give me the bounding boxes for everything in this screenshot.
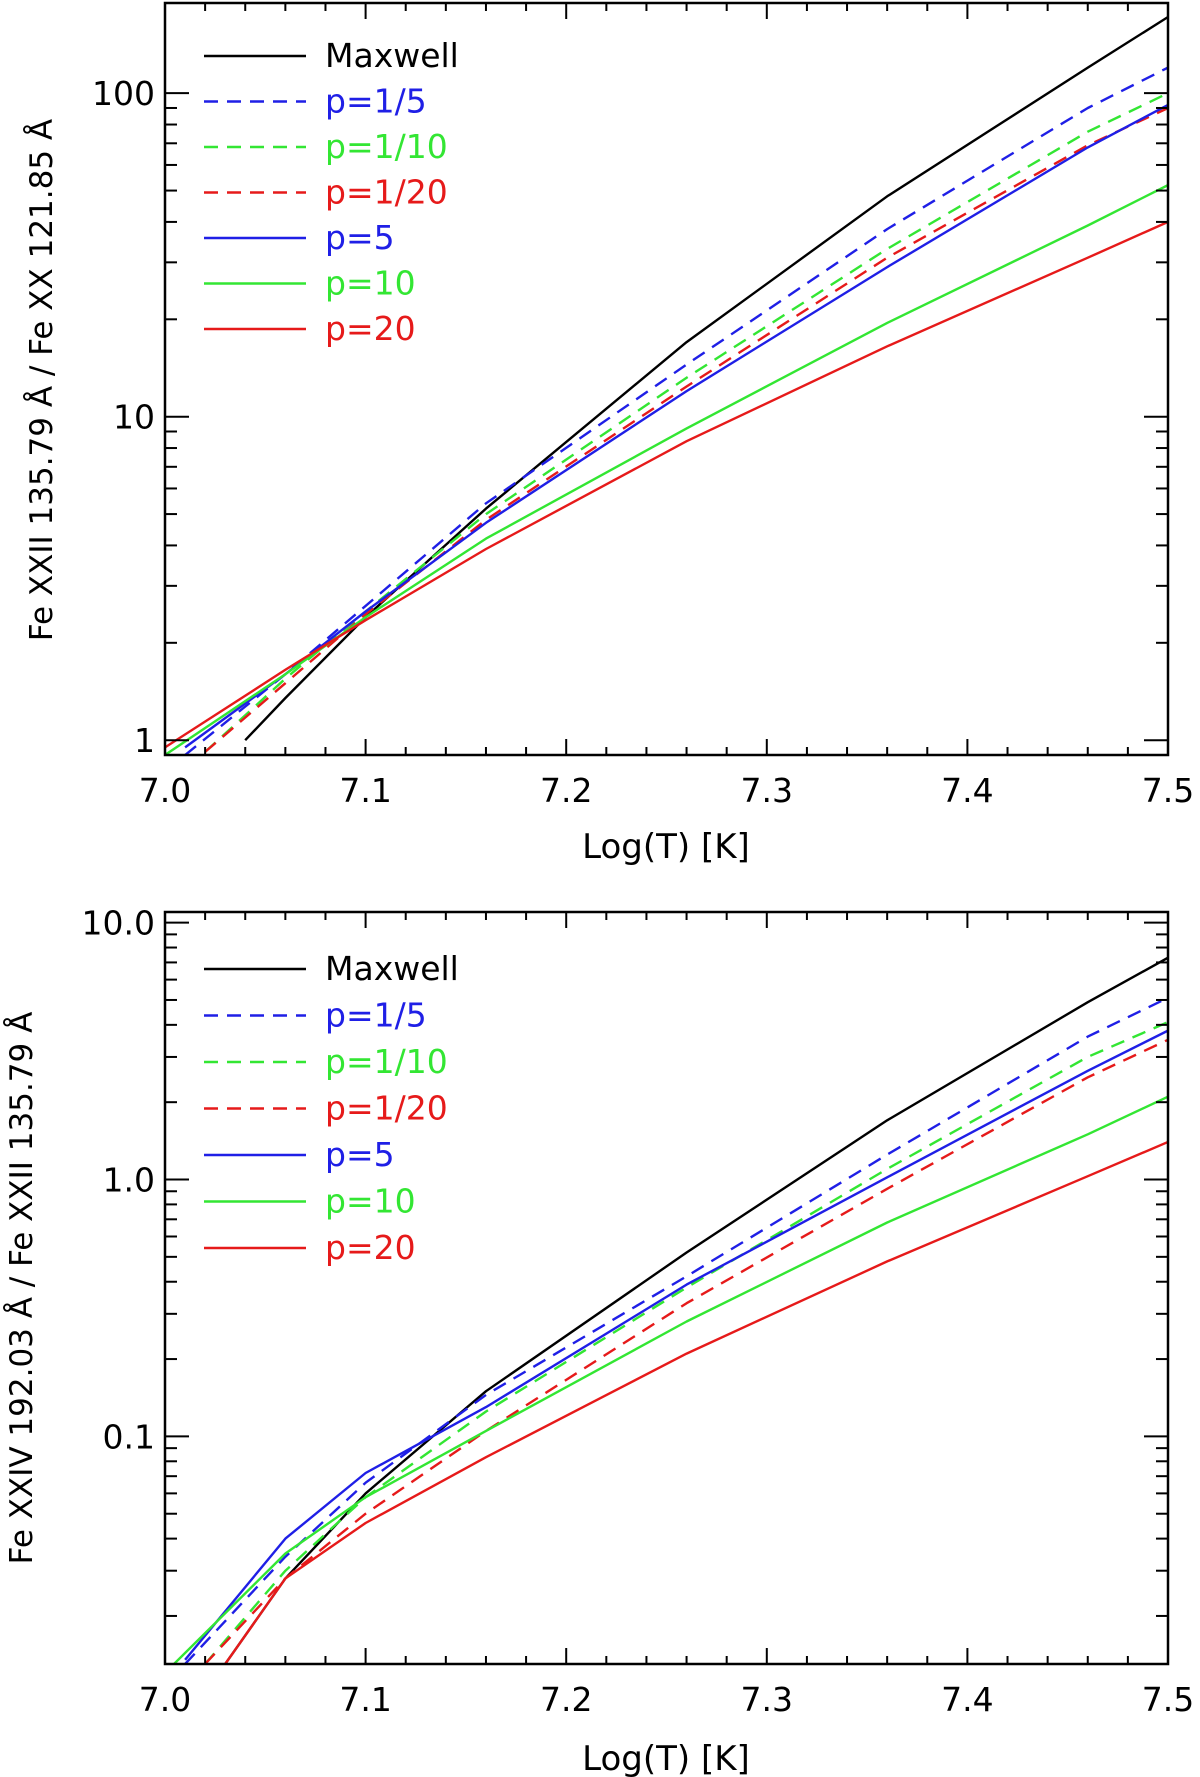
series-line-p-10 — [172, 1095, 1168, 1664]
x-tick-label: 7.5 — [1142, 771, 1194, 810]
series-line-p-1-20 — [204, 1038, 1168, 1664]
plot-frame — [163, 910, 1170, 1666]
plot-frame — [163, 1, 1170, 757]
y-tick-label: 0.1 — [103, 1417, 155, 1456]
x-tick-label: 7.0 — [139, 1680, 191, 1719]
axis-ticks: 7.0 7.1 7.2 7.3 7.4 7.5 0.1 1.0 10.0 — [82, 904, 1195, 1719]
x-tick-label: 7.3 — [741, 771, 793, 810]
x-tick-label: 7.1 — [339, 1680, 391, 1719]
series-line-p-20 — [224, 1140, 1168, 1664]
series-line-maxwell — [244, 15, 1168, 742]
series-line-p-10 — [165, 184, 1168, 755]
y-tick-label: 1 — [134, 721, 155, 760]
x-axis-label: Log(T) [K] — [582, 1739, 750, 1777]
chart-panel-top: 7.0 7.1 7.2 7.3 7.4 7.5 1 10 100 Maxwell p=1/5 p=1… — [24, 1, 1194, 867]
legend: Maxwell p=1/5 p=1/10 p=1/20 p=5 p=10 p=20 — [204, 36, 459, 348]
chart-panel-bottom: 7.0 7.1 7.2 7.3 7.4 7.5 0.1 1.0 10.0 Maxwell p=1/… — [4, 904, 1194, 1777]
legend-label: p=10 — [325, 264, 416, 303]
legend-label: Maxwell — [325, 36, 459, 75]
y-axis-label: Fe XXIV 192.03 Å / Fe XXII 135.79 Å — [4, 1012, 40, 1565]
x-axis-label: Log(T) [K] — [582, 827, 750, 867]
legend: Maxwell p=1/5 p=1/10 p=1/20 p=5 p=10 p=20 — [204, 949, 459, 1267]
legend-label: p=5 — [325, 1135, 395, 1174]
y-tick-label: 1.0 — [103, 1161, 155, 1200]
legend-label: p=20 — [325, 1228, 416, 1267]
legend-label: p=5 — [325, 218, 395, 257]
legend-label: p=10 — [325, 1182, 416, 1221]
series-line-maxwell — [224, 956, 1168, 1664]
x-tick-label: 7.0 — [139, 771, 191, 810]
series-line-p-1-10 — [204, 92, 1168, 753]
series-line-p-20 — [165, 220, 1168, 749]
legend-label: p=1/10 — [325, 127, 448, 166]
y-tick-label: 100 — [92, 74, 155, 113]
plot-area — [172, 956, 1168, 1664]
series-line-p-1-10 — [204, 1020, 1168, 1664]
x-tick-label: 7.3 — [741, 1680, 793, 1719]
y-tick-label: 10.0 — [82, 904, 155, 943]
legend-label: p=1/10 — [325, 1042, 448, 1081]
x-tick-label: 7.4 — [941, 1680, 993, 1719]
x-tick-label: 7.5 — [1142, 1680, 1194, 1719]
plot-area — [165, 15, 1168, 755]
y-tick-label: 10 — [113, 398, 155, 437]
series-line-p-1-20 — [204, 106, 1168, 753]
legend-label: p=1/5 — [325, 82, 427, 121]
legend-label: p=1/5 — [325, 996, 427, 1035]
x-tick-label: 7.2 — [540, 1680, 592, 1719]
x-tick-label: 7.2 — [540, 771, 592, 810]
axis-ticks: 7.0 7.1 7.2 7.3 7.4 7.5 1 10 100 — [92, 3, 1194, 810]
y-axis-label: Fe XXII 135.79 Å / Fe XX 121.85 Å — [24, 119, 60, 641]
legend-label: Maxwell — [325, 949, 459, 988]
legend-label: p=1/20 — [325, 1089, 448, 1128]
x-tick-label: 7.4 — [941, 771, 993, 810]
legend-label: p=20 — [325, 309, 416, 348]
series-line-p-5 — [184, 1029, 1168, 1661]
legend-label: p=1/20 — [325, 173, 448, 212]
x-tick-label: 7.1 — [339, 771, 391, 810]
